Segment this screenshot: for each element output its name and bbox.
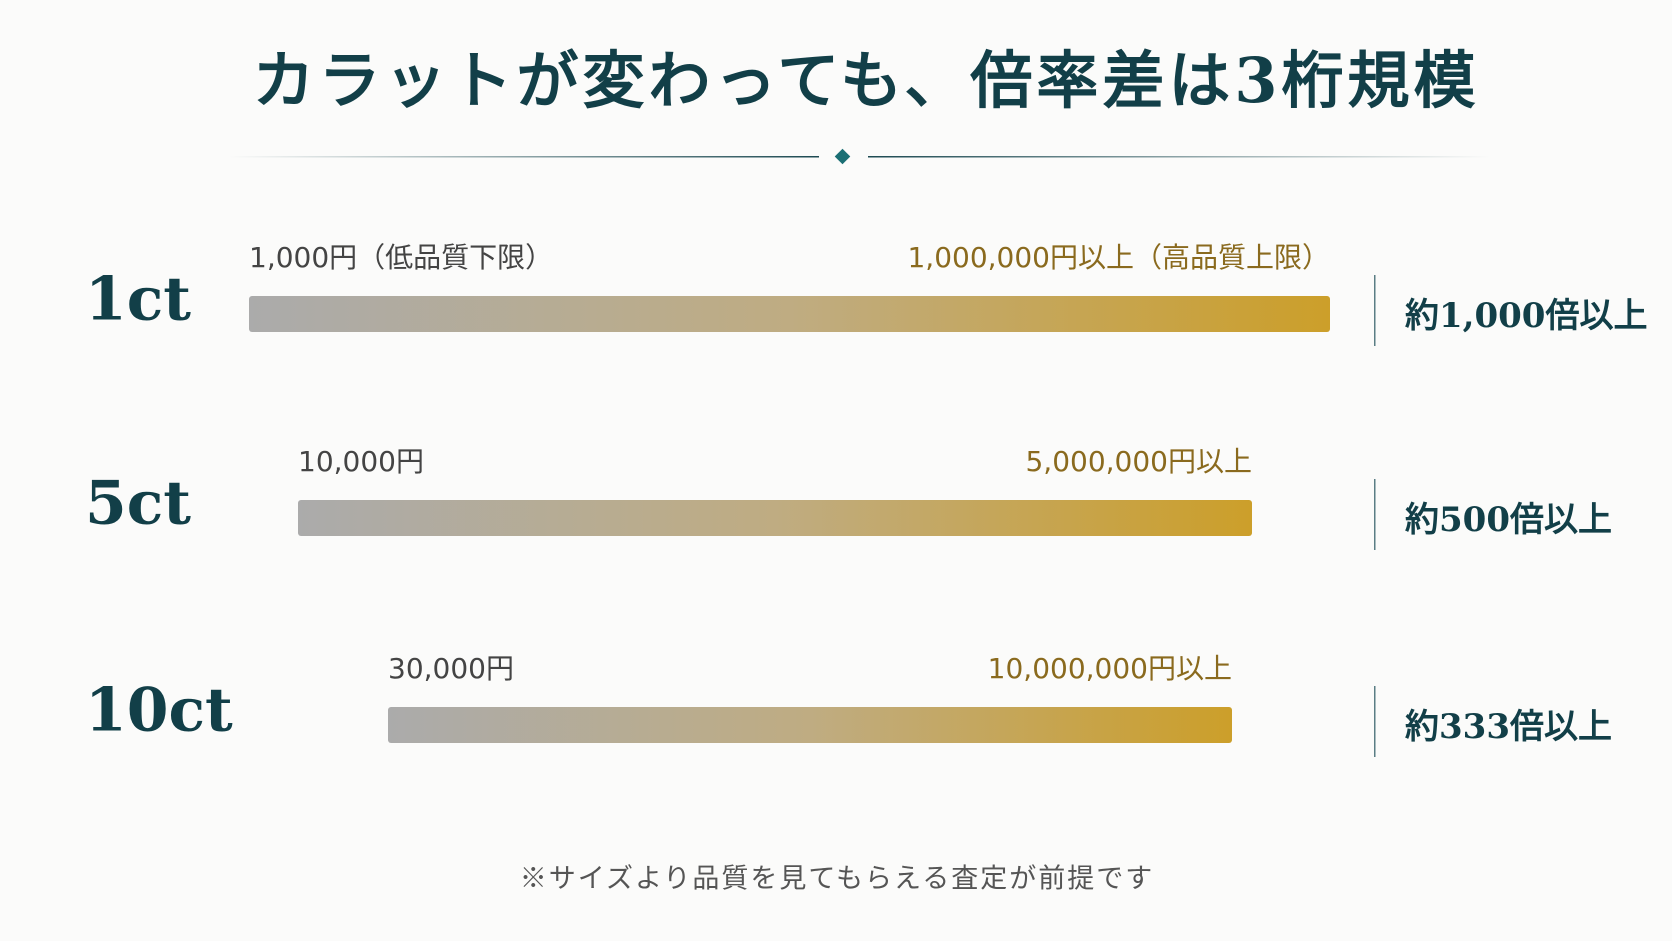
- footnote: ※サイズより品質を見てもらえる査定が前提です: [520, 864, 1155, 895]
- low-price: 30,000円: [388, 652, 514, 685]
- separator: [1374, 686, 1376, 757]
- separator: [1374, 275, 1376, 346]
- divider-diamond: [834, 148, 851, 165]
- divider: [868, 156, 1490, 158]
- low-price: 10,000円: [298, 445, 424, 478]
- rows: 1ct 1,000円（低品質下限） 1,000,000円以上（高品質上限） 約1,00…: [85, 241, 1647, 757]
- title: カラットが変わっても、倍率差は3桁規模: [252, 44, 1479, 117]
- high-price: 5,000,000円以上: [1025, 445, 1252, 478]
- range-bar: [388, 707, 1232, 743]
- ratio: 約1,000倍以上: [1405, 296, 1647, 336]
- divider: [229, 156, 819, 158]
- high-price: 1,000,000円以上（高品質上限）: [907, 241, 1330, 274]
- ratio: 約333倍以上: [1405, 707, 1612, 747]
- carat-label: 5ct: [85, 469, 191, 539]
- range-bar: [298, 500, 1252, 536]
- carat-label: 10ct: [85, 676, 233, 746]
- high-price: 10,000,000円以上: [988, 652, 1232, 685]
- range-bar: [249, 296, 1330, 332]
- separator: [1374, 479, 1376, 550]
- ratio: 約500倍以上: [1405, 500, 1612, 540]
- carat-label: 1ct: [85, 265, 191, 335]
- low-price: 1,000円（低品質下限）: [249, 241, 553, 274]
